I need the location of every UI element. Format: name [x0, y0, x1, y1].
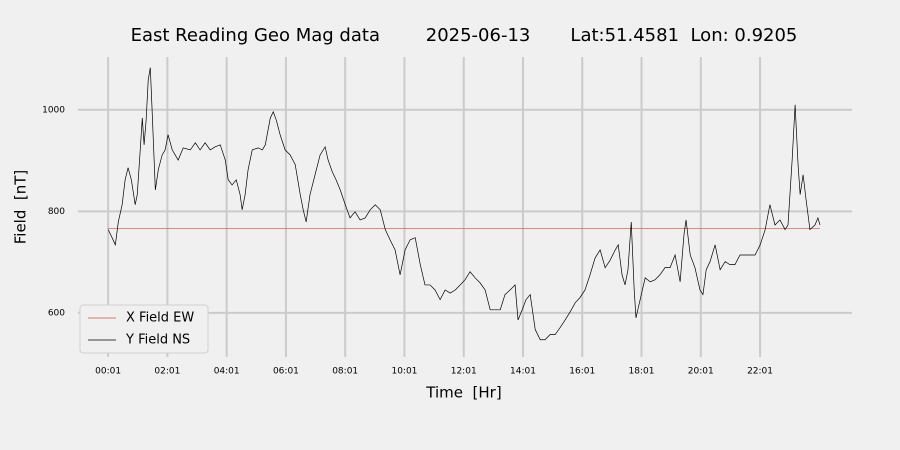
x-tick-label: 02:01: [154, 367, 180, 377]
legend: X Field EW Y Field NS: [79, 304, 209, 354]
y-tick-label: 600: [48, 308, 65, 318]
legend-box: [79, 304, 209, 354]
x-tick-label: 16:01: [569, 367, 595, 377]
legend-label: Y Field NS: [125, 333, 190, 348]
legend-label: X Field EW: [126, 311, 194, 326]
x-tick-label: 06:01: [273, 367, 299, 377]
chart-title: East Reading Geo Mag data 2025-06-13 Lat…: [131, 25, 798, 46]
x-tick-label: 00:01: [95, 367, 121, 377]
data-line: [107, 67, 821, 341]
y-tick-label: 1000: [42, 105, 65, 115]
x-tick-label: 20:01: [688, 367, 714, 377]
x-tick-label: 22:01: [747, 367, 773, 377]
x-tick-label: 12:01: [451, 367, 477, 377]
x-tick-label: 14:01: [510, 367, 536, 377]
y-tick-label: 800: [48, 207, 65, 217]
x-tick-label: 04:01: [214, 367, 240, 377]
y-axis-label: Field [nT]: [12, 170, 30, 245]
x-tick-label: 18:01: [629, 367, 655, 377]
x-axis-label: Time [Hr]: [425, 384, 501, 402]
x-tick-label: 08:01: [332, 367, 358, 377]
x-tick-label: 10:01: [391, 367, 417, 377]
